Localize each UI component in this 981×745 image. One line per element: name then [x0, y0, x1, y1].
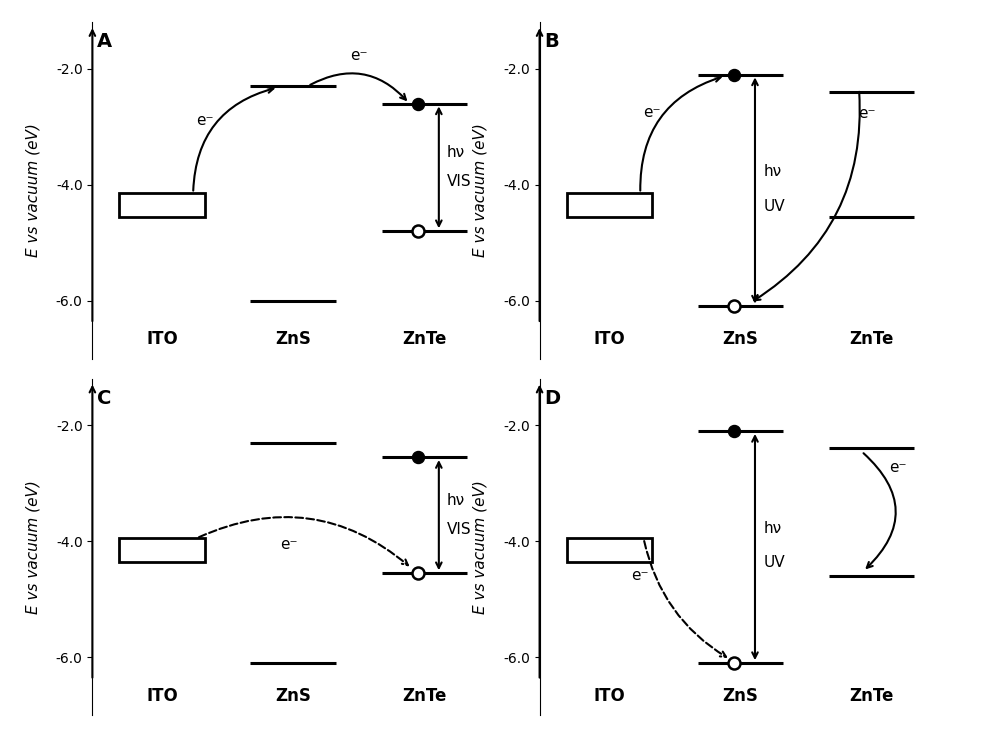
Text: ZnTe: ZnTe: [402, 330, 446, 348]
Text: hν: hν: [447, 145, 465, 160]
Text: E vs vacuum (eV): E vs vacuum (eV): [473, 124, 488, 258]
Point: [726, 300, 742, 312]
Text: ZnS: ZnS: [722, 687, 758, 705]
Bar: [567, 194, 651, 217]
Text: D: D: [544, 389, 560, 408]
Point: [410, 98, 426, 110]
Point: [726, 657, 742, 669]
Text: hν: hν: [763, 164, 781, 179]
Bar: [120, 194, 205, 217]
Text: ZnTe: ZnTe: [850, 687, 894, 705]
Text: e⁻: e⁻: [889, 460, 906, 475]
Text: A: A: [97, 33, 112, 51]
Text: ZnS: ZnS: [722, 330, 758, 348]
Text: E vs vacuum (eV): E vs vacuum (eV): [473, 480, 488, 614]
Text: UV: UV: [763, 199, 785, 214]
Text: ITO: ITO: [594, 687, 625, 705]
Text: e⁻: e⁻: [350, 48, 367, 63]
Text: ITO: ITO: [594, 330, 625, 348]
Point: [410, 567, 426, 579]
Text: hν: hν: [447, 492, 465, 507]
Text: VIS: VIS: [447, 174, 472, 189]
Point: [726, 425, 742, 437]
Text: hν: hν: [763, 521, 781, 536]
Text: ITO: ITO: [146, 330, 178, 348]
Text: C: C: [97, 389, 111, 408]
Text: ZnTe: ZnTe: [402, 687, 446, 705]
Point: [410, 451, 426, 463]
Text: e⁻: e⁻: [632, 568, 649, 583]
Bar: [120, 539, 205, 562]
Text: UV: UV: [763, 555, 785, 571]
Text: ZnS: ZnS: [275, 687, 311, 705]
Text: e⁻: e⁻: [643, 104, 660, 120]
Text: ITO: ITO: [146, 687, 178, 705]
Text: B: B: [544, 33, 559, 51]
Text: VIS: VIS: [447, 522, 472, 537]
Text: ZnTe: ZnTe: [850, 330, 894, 348]
Text: E vs vacuum (eV): E vs vacuum (eV): [26, 124, 40, 258]
Text: E vs vacuum (eV): E vs vacuum (eV): [26, 480, 40, 614]
Point: [410, 225, 426, 237]
Point: [726, 69, 742, 80]
Text: e⁻: e⁻: [858, 106, 876, 121]
Text: ZnS: ZnS: [275, 330, 311, 348]
Text: e⁻: e⁻: [196, 113, 213, 128]
Bar: [567, 539, 651, 562]
Text: e⁻: e⁻: [281, 536, 297, 552]
